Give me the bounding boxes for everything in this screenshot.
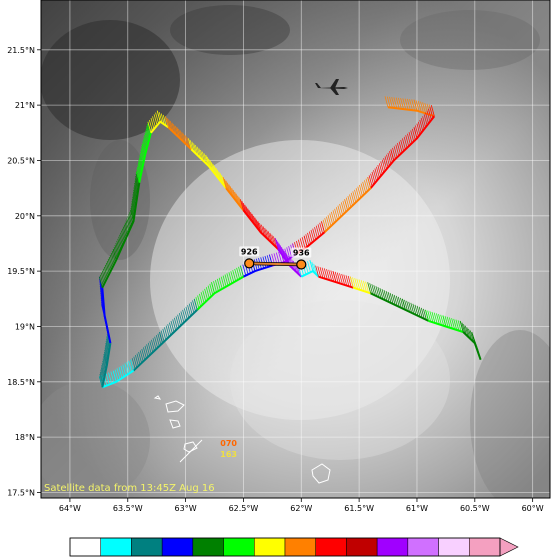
lat-tick-label: 21°N <box>15 101 35 110</box>
colorbar-swatch <box>254 537 286 557</box>
lat-tick-label: 18°N <box>15 433 35 442</box>
center-fix-pressure: 926 <box>241 247 258 256</box>
colorbar <box>69 537 519 557</box>
island-outline <box>165 400 185 413</box>
lon-tick-label: 62.5°W <box>229 504 259 513</box>
lon-tick-label: 60°W <box>522 504 544 513</box>
island-outline <box>179 439 203 463</box>
island-outlines <box>153 395 331 484</box>
track-segment <box>147 110 169 134</box>
track-segment <box>367 282 429 322</box>
colorbar-swatch <box>223 537 255 557</box>
track-segment <box>98 171 141 289</box>
colorbar-swatch <box>315 537 347 557</box>
aircraft-icon <box>315 79 348 95</box>
lon-tick-label: 62°W <box>290 504 312 513</box>
lat-tick-label: 18.5°N <box>7 378 35 387</box>
colorbar-swatch <box>284 537 316 557</box>
track-segment <box>98 359 135 389</box>
track-segment <box>188 138 227 189</box>
track-segment <box>459 320 482 361</box>
track-segment <box>98 276 112 344</box>
track-segment <box>164 116 193 151</box>
lon-tick-label: 60.5°W <box>460 504 490 513</box>
fix-connector-inner <box>249 262 302 266</box>
lon-tick-label: 61°W <box>406 504 428 513</box>
lat-tick-label: 19.5°N <box>7 267 35 276</box>
center-fix-marker <box>244 258 255 269</box>
lat-tick-label: 17.5°N <box>7 488 35 497</box>
lat-tick-label: 20°N <box>15 212 35 221</box>
colorbar-swatch <box>376 537 409 557</box>
colorbar-swatch <box>346 537 378 557</box>
colorbar-swatch <box>407 537 439 557</box>
center-fix-marker <box>296 259 307 270</box>
island-outline <box>153 395 162 400</box>
island-outline <box>311 463 331 484</box>
lat-tick-label: 19°N <box>15 322 35 331</box>
track-segment <box>98 331 112 388</box>
colorbar-swatch <box>69 537 101 557</box>
island-outline <box>183 441 198 453</box>
colorbar-swatch <box>469 537 501 557</box>
island-outline <box>169 419 181 429</box>
colorbar-swatch <box>100 537 132 557</box>
track-segment <box>425 309 464 333</box>
track-segment <box>222 176 245 211</box>
lon-tick-label: 64°W <box>59 504 81 513</box>
center-fix-label-bg <box>291 247 312 258</box>
colorbar-swatch <box>192 537 224 557</box>
map-frame <box>40 0 551 499</box>
colorbar-swatch <box>438 537 470 557</box>
satellite-caption: Satellite data from 13:45Z Aug 16 <box>44 483 215 494</box>
lat-tick-label: 20.5°N <box>7 156 35 165</box>
track-segment <box>193 265 244 311</box>
axis-ticks: 64°W 63.5°W 63°W 62.5°W 62°W 61.5°W 61°W 60.5°W… <box>7 46 544 513</box>
track-segment <box>321 176 372 234</box>
center-fix-label-bg <box>239 246 260 257</box>
colorbar-extend-arrow <box>499 537 519 557</box>
track-segment <box>240 199 279 250</box>
track-segment <box>367 105 436 189</box>
lat-tick-label: 21.5°N <box>7 46 35 55</box>
station-value-label: 070 <box>220 439 237 448</box>
colorbar-swatch <box>161 537 194 557</box>
lon-tick-label: 63.5°W <box>113 504 143 513</box>
track-segment <box>297 259 320 278</box>
track-segment <box>130 298 198 372</box>
center-fixes: 926 936 <box>239 246 312 270</box>
station-value-label: 163 <box>220 450 237 459</box>
lon-tick-label: 61.5°W <box>344 504 374 513</box>
center-fix-pressure: 936 <box>293 248 310 257</box>
colorbar-frame <box>69 537 501 557</box>
track-segment <box>135 121 152 183</box>
colorbar-swatch <box>131 537 163 557</box>
lon-tick-label: 63°W <box>175 504 197 513</box>
